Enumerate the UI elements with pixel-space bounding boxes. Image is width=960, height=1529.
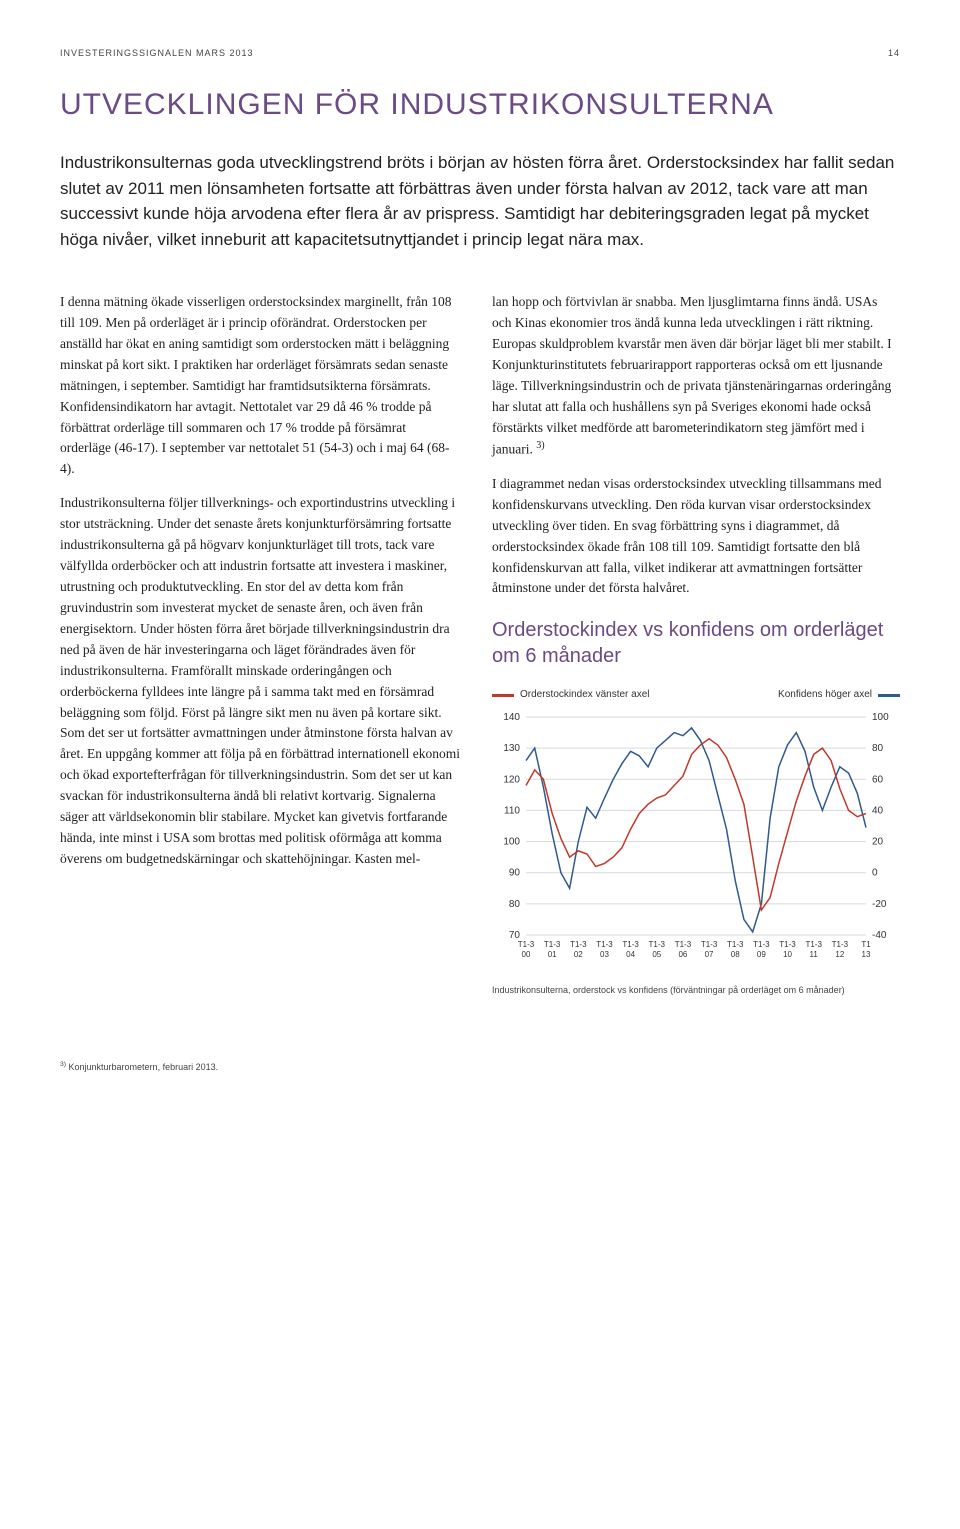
- svg-text:03: 03: [600, 950, 609, 959]
- svg-text:100: 100: [503, 836, 520, 847]
- right-p1: lan hopp och förtvivlan är snabba. Men l…: [492, 292, 900, 461]
- svg-text:T1-3: T1-3: [570, 940, 587, 949]
- legend-left: Orderstockindex vänster axel: [492, 687, 650, 703]
- chart-title: Orderstockindex vs konfidens om orderläg…: [492, 617, 900, 669]
- svg-text:T1-3: T1-3: [622, 940, 639, 949]
- svg-text:80: 80: [509, 899, 521, 910]
- svg-text:130: 130: [503, 743, 520, 754]
- chart-legend: Orderstockindex vänster axel Konfidens h…: [492, 687, 900, 703]
- svg-text:60: 60: [872, 774, 884, 785]
- legend-right: Konfidens höger axel: [778, 687, 900, 703]
- legend-swatch-order: [492, 694, 514, 697]
- left-p2: Industrikonsulterna följer tillverknings…: [60, 493, 460, 870]
- svg-text:T1-3: T1-3: [753, 940, 770, 949]
- svg-text:120: 120: [503, 774, 520, 785]
- left-p1: I denna mätning ökade visserligen orders…: [60, 292, 460, 480]
- page-title: UTVECKLINGEN FÖR INDUSTRIKONSULTERNA: [60, 88, 900, 122]
- svg-text:0: 0: [872, 868, 878, 879]
- svg-text:01: 01: [548, 950, 557, 959]
- page-number: 14: [888, 48, 900, 58]
- svg-text:T1-3: T1-3: [805, 940, 822, 949]
- svg-text:T1-3: T1-3: [675, 940, 692, 949]
- svg-text:05: 05: [652, 950, 661, 959]
- intro-paragraph: Industrikonsulternas goda utvecklingstre…: [60, 150, 900, 252]
- svg-text:T1-3: T1-3: [649, 940, 666, 949]
- svg-text:80: 80: [872, 743, 884, 754]
- svg-text:04: 04: [626, 950, 635, 959]
- footnote: 3) Konjunkturbarometern, februari 2013.: [60, 1061, 464, 1072]
- svg-text:-40: -40: [872, 930, 887, 941]
- svg-text:T1-3: T1-3: [596, 940, 613, 949]
- svg-text:08: 08: [731, 950, 740, 959]
- svg-text:09: 09: [757, 950, 766, 959]
- svg-text:110: 110: [504, 805, 520, 816]
- chart-caption: Industrikonsulterna, orderstock vs konfi…: [492, 984, 900, 997]
- svg-text:12: 12: [835, 950, 844, 959]
- doc-title: INVESTERINGSSIGNALEN MARS 2013: [60, 48, 254, 58]
- svg-text:13: 13: [862, 950, 871, 959]
- svg-text:10: 10: [783, 950, 792, 959]
- svg-text:100: 100: [872, 712, 889, 723]
- left-column: I denna mätning ökade visserligen orders…: [60, 292, 460, 1009]
- svg-text:T1-3: T1-3: [701, 940, 718, 949]
- right-column: lan hopp och förtvivlan är snabba. Men l…: [492, 292, 900, 1009]
- page-header: INVESTERINGSSIGNALEN MARS 2013 14: [60, 48, 900, 58]
- svg-text:40: 40: [872, 805, 884, 816]
- svg-text:T1-3: T1-3: [544, 940, 561, 949]
- right-p2: I diagrammet nedan visas orderstocksinde…: [492, 474, 900, 600]
- chart: 708090100110120130140-40-20020406080100T…: [492, 709, 900, 976]
- body-columns: I denna mätning ökade visserligen orders…: [60, 292, 900, 1009]
- svg-text:07: 07: [705, 950, 714, 959]
- svg-text:T1-3: T1-3: [518, 940, 535, 949]
- svg-text:90: 90: [509, 868, 521, 879]
- footnote-ref: 3): [536, 440, 544, 451]
- chart-svg: 708090100110120130140-40-20020406080100T…: [492, 709, 900, 969]
- svg-text:T1-3: T1-3: [727, 940, 744, 949]
- svg-text:20: 20: [872, 836, 884, 847]
- svg-text:11: 11: [810, 950, 819, 959]
- svg-text:06: 06: [678, 950, 687, 959]
- svg-text:140: 140: [503, 712, 520, 723]
- legend-swatch-konf: [878, 694, 900, 697]
- svg-text:T1-3: T1-3: [779, 940, 796, 949]
- svg-text:00: 00: [522, 950, 531, 959]
- svg-text:-20: -20: [872, 899, 887, 910]
- svg-text:02: 02: [574, 950, 583, 959]
- svg-text:T1: T1: [861, 940, 871, 949]
- svg-text:T1-3: T1-3: [832, 940, 849, 949]
